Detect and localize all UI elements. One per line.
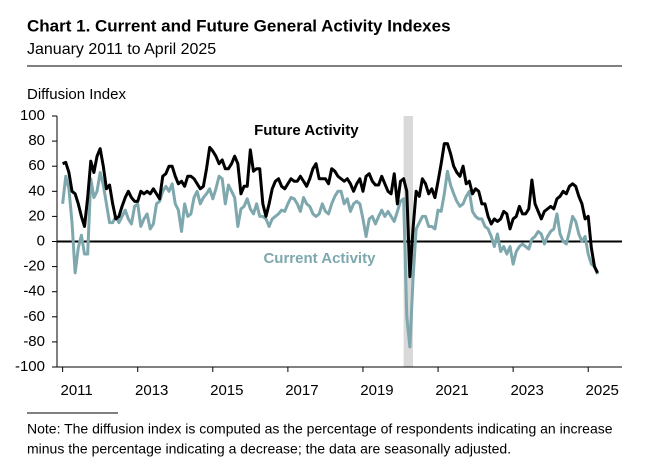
x-tick-label: 2021 (435, 382, 468, 399)
y-tick-label: 40 (28, 182, 45, 199)
note: Note: The diffusion index is computed as… (27, 421, 613, 437)
x-tick-label: 2011 (60, 382, 92, 399)
y-tick-label: -20 (23, 258, 45, 275)
series-label: Future Activity (254, 122, 359, 139)
series-line (61, 169, 599, 349)
y-tick-label: -100 (15, 358, 45, 375)
x-tick-label: 2019 (360, 382, 393, 399)
x-tick-label: 2015 (210, 382, 243, 399)
y-tick-label: 100 (20, 107, 45, 124)
y-tick-label: -80 (23, 333, 45, 350)
chart-subtitle: January 2011 to April 2025 (27, 41, 216, 58)
y-tick-label: 60 (28, 157, 45, 174)
y-tick-label: 20 (28, 207, 45, 224)
y-tick-label: -60 (23, 308, 45, 325)
x-tick-label: 2025 (586, 382, 619, 399)
y-tick-label: 80 (28, 132, 45, 149)
x-tick-label: 2013 (135, 382, 168, 399)
y-axis-label: Diffusion Index (27, 86, 126, 103)
y-tick-label: -40 (23, 283, 45, 300)
series-line (62, 142, 599, 279)
series-label: Current Activity (263, 250, 376, 267)
note: minus the percentage indicating a decrea… (27, 441, 511, 457)
x-tick-label: 2017 (285, 382, 318, 399)
y-tick-label: 0 (37, 232, 45, 249)
x-tick-label: 2023 (510, 382, 543, 399)
chart-title: Chart 1. Current and Future General Acti… (27, 16, 451, 35)
